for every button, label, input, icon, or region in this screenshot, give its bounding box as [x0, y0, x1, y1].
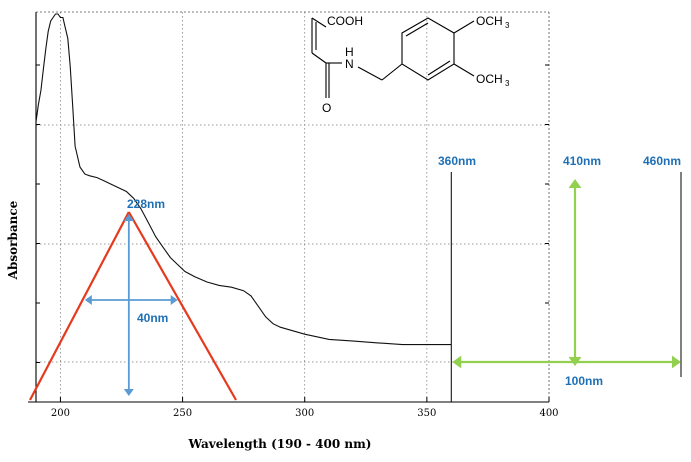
arrowhead-icon: [123, 389, 134, 396]
bond: [427, 60, 451, 76]
bond: [453, 63, 475, 77]
structure-labels: COOH N H O OCH 3 OCH 3: [322, 14, 510, 115]
peak-label: 228nm: [127, 197, 165, 211]
methoxy-bottom-sub: 3: [505, 79, 510, 88]
arrowhead-icon: [568, 179, 582, 188]
y-axis-label: Absorbance: [6, 200, 20, 280]
arrowhead-icon: [568, 357, 582, 366]
amide-h-label: H: [345, 45, 354, 59]
bond: [357, 66, 383, 81]
methoxy-top-label: OCH: [476, 14, 503, 28]
bond: [381, 63, 403, 81]
x-tick-label: 400: [539, 408, 558, 419]
x-tick-labels: 200 250 300 350 400: [51, 397, 559, 419]
y-tick-marks: [36, 64, 549, 363]
range-label: 100nm: [565, 374, 603, 388]
bond: [405, 22, 429, 37]
carbonyl-o-label: O: [322, 101, 331, 115]
absorbance-curve: [35, 13, 452, 346]
tangent-right-line: [127, 211, 237, 401]
width-label: 40nm: [137, 311, 168, 325]
chart-annotations: 228nm 40nm 360nm 410nm 460nm 100nm: [29, 154, 682, 402]
x-axis-label: Wavelength (190 - 400 nm): [188, 437, 372, 451]
x-tick-label: 350: [417, 408, 436, 419]
x-tick-label: 300: [295, 408, 314, 419]
chart-gridlines: [36, 12, 549, 402]
chart-axes: [28, 11, 550, 403]
bond: [311, 52, 327, 64]
benzene-ring: [401, 17, 455, 81]
x-tick-label: 200: [51, 408, 70, 419]
methoxy-bottom-label: OCH: [476, 72, 503, 86]
bond: [453, 20, 475, 34]
amide-n-label: N: [345, 57, 354, 71]
methoxy-top-sub: 3: [505, 21, 510, 30]
arrowhead-icon: [672, 355, 681, 369]
cooh-label: COOH: [327, 14, 363, 28]
x-tick-label: 250: [173, 408, 192, 419]
tangent-left-line: [29, 211, 130, 401]
upper-label: 460nm: [643, 154, 681, 168]
chemical-structure: [311, 17, 475, 98]
arrowhead-icon: [84, 295, 92, 305]
shifted-label: 410nm: [563, 154, 601, 168]
arrowhead-icon: [452, 355, 462, 369]
arrowhead-icon: [123, 214, 134, 221]
arrowhead-icon: [170, 295, 178, 305]
bond: [311, 17, 327, 28]
cutoff-label: 360nm: [438, 154, 476, 168]
